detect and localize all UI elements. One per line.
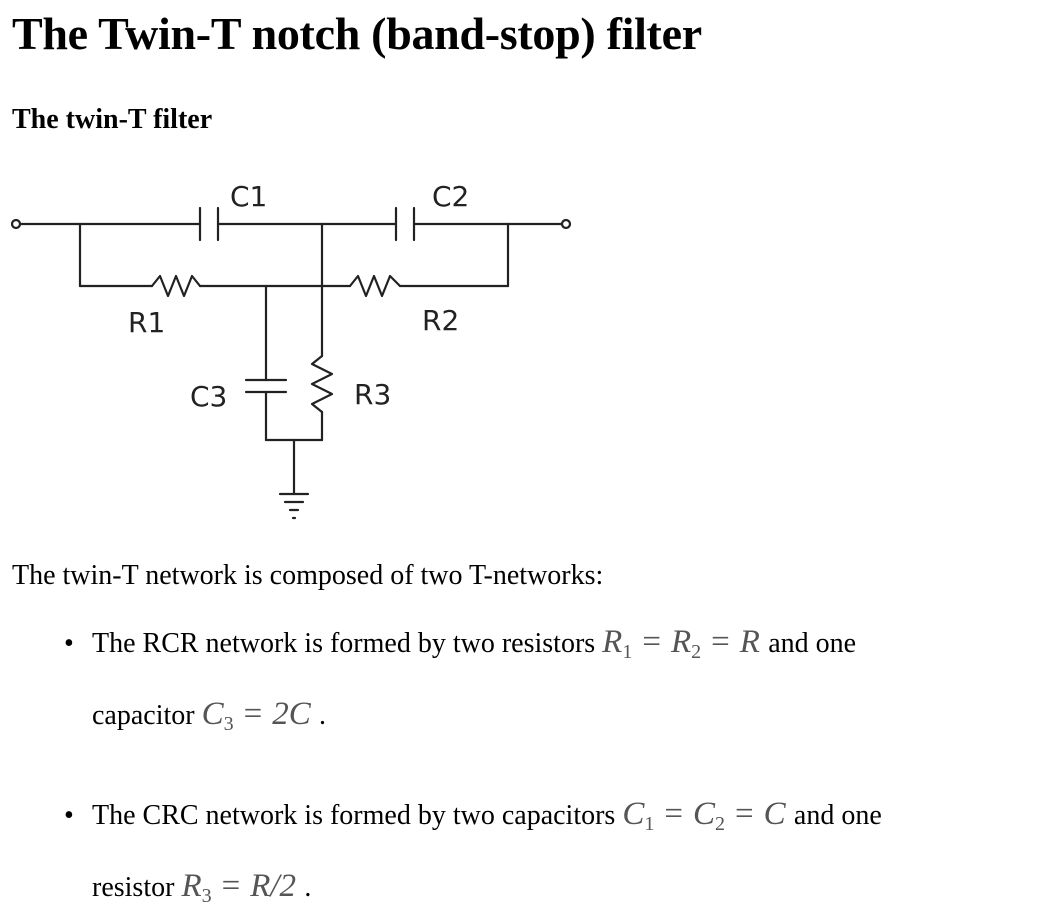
resistor-r3 — [310, 354, 334, 414]
label-c1: C1 — [230, 180, 267, 213]
bullet-text: The CRC network is formed by two capacit… — [92, 800, 616, 831]
bullet-text: The RCR network is formed by two resisto… — [92, 628, 596, 659]
label-r1: R1 — [128, 306, 165, 339]
period: . — [304, 872, 312, 903]
intro-text: The twin-T network is composed of two T-… — [12, 560, 604, 591]
bullet-dot: • — [64, 800, 74, 831]
label-c3: C3 — [190, 380, 227, 413]
resistor-r1 — [150, 274, 202, 298]
output-terminal — [560, 218, 572, 230]
bullet-text-tail: and one — [768, 628, 857, 659]
bullet-text-tail: and one — [793, 800, 882, 831]
math-r3: R3 = R/2 — [181, 868, 297, 907]
label-c2: C2 — [432, 180, 469, 213]
label-r3: R3 — [354, 378, 391, 411]
bullet-dot: • — [64, 628, 74, 659]
page-title: The Twin-T notch (band-stop) filter — [12, 8, 702, 59]
math-crc-capacitors: C1 = C2 = C — [622, 796, 786, 835]
resistor-r2 — [348, 274, 402, 298]
label-r2: R2 — [422, 304, 459, 337]
input-terminal — [10, 218, 22, 230]
bullet-text: capacitor — [92, 700, 195, 731]
twin-t-circuit-diagram: C1 C2 R1 R2 C3 R3 — [10, 180, 572, 520]
bullet-text: resistor — [92, 872, 175, 903]
math-rcr-resistors: R1 = R2 = R — [602, 624, 760, 663]
period: . — [319, 700, 326, 731]
math-c3: C3 = 2C — [201, 696, 311, 735]
ground-icon — [278, 492, 310, 520]
section-heading: The twin-T filter — [12, 104, 213, 135]
